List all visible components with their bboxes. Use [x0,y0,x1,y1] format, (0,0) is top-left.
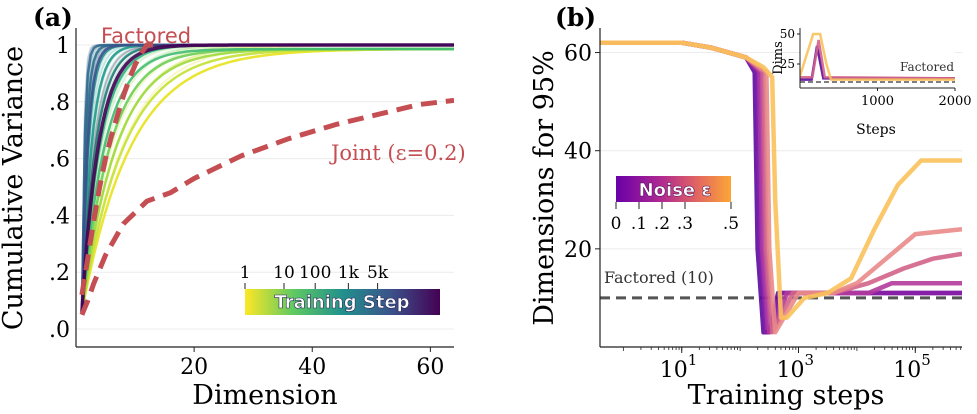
inset-ylabel: Dims [771,41,786,75]
joint-annotation: Joint (ε=0.2) [329,141,466,165]
panel-b-ytick-label: 60 [564,42,592,67]
noise-colorbar-tick-label: .1 [631,214,647,234]
panel-b-xtick-label: 10 [660,358,688,383]
training-step-colorbar-ticks: 1 10 100 1k 5k [240,263,389,289]
inset-series [800,32,955,81]
panel-a-ytick-label: 1 [56,34,70,59]
panel-b-series [600,40,962,335]
panel-a-label: (a) [33,3,73,32]
factored-reference-label: Factored (10) [604,268,714,287]
panel-a-training-curves [80,43,454,313]
panel-b-xtick-exponent: 5 [921,351,931,369]
panel-a-ytick-label: .4 [49,204,70,229]
training-step-colorbar-tick-label: 10 [273,263,295,283]
panel-b-xlabel: Training steps [688,380,885,411]
inset-ticks: 25 50 1000 2000 [780,27,972,109]
panel-a-ylabel: Cumulative Variance [0,46,29,330]
panel-a-series-line [79,97,454,316]
training-step-colorbar: Training Step 1 10 100 1k 5k [240,263,440,315]
panel-a-xtick-label: 40 [298,355,326,380]
inset-series-line [800,32,955,81]
panel-a-xlabel: Dimension [192,380,337,411]
panel-a-ytick-label: .2 [49,261,70,286]
noise-colorbar-bar [616,176,731,202]
inset-chart: Factored 25 50 1000 2000 Steps Dims [771,27,972,138]
inset-xtick-label: 1000 [861,94,894,109]
inset-ytick-label: 25 [780,57,795,71]
panel-a-ytick-label: .0 [49,318,70,343]
noise-colorbar-tick-label: .3 [677,214,693,234]
panel-b-xtick-exponent: 3 [805,351,815,369]
training-step-colorbar-tick-label: 1 [240,263,251,283]
panel-b-xtick-exponent: 1 [688,351,698,369]
inset-series-line [800,39,955,80]
inset-reference-label: Factored [900,60,954,74]
noise-colorbar: Noise ε 0 .1 .2 .3 .5 [611,176,739,234]
inset-ytick-label: 50 [780,27,795,41]
training-step-colorbar-tick-label: 5k [367,263,389,283]
noise-colorbar-title: Noise ε [639,180,712,201]
noise-colorbar-tick-label: .5 [723,214,739,234]
panel-b-ylabel: Dimensions for 95% [529,50,560,326]
panel-b-series-line [600,40,962,320]
noise-colorbar-tick-label: .2 [654,214,670,234]
panel-a-ticks: .0 .2 .4 .6 .8 1 20 40 60 [49,34,444,380]
panel-b-xtick-label: 10 [777,358,805,383]
panel-b-ytick-label: 40 [564,140,592,165]
panel-b-ytick-label: 20 [564,238,592,263]
training-curve [80,47,454,313]
panel-a-xtick-label: 60 [416,355,444,380]
panel-a-grid [76,44,454,330]
noise-colorbar-tick-label: 0 [611,214,622,234]
panel-a-ytick-label: .8 [49,91,70,116]
training-step-colorbar-tick-label: 1k [338,263,360,283]
panel-b-xtick-label: 10 [893,358,921,383]
panel-a-xtick-label: 20 [180,355,208,380]
training-step-colorbar-title: Training Step [274,292,409,313]
training-step-colorbar-tick-label: 100 [299,263,331,283]
training-step-colorbar-bar [245,289,440,315]
panel-a-series [79,42,454,316]
panel-a: (a) .0 .2 .4 .6 .8 1 20 40 60 Dimension Cumulati… [0,3,466,411]
inset-xlabel: Steps [856,122,896,138]
inset-xtick-label: 2000 [938,94,971,109]
factored-annotation: Factored [101,24,191,48]
panel-b-label: (b) [555,3,596,32]
panel-a-series-line [79,42,159,296]
panel-a-ytick-label: .6 [49,148,70,173]
noise-colorbar-ticks: 0 .1 .2 .3 .5 [611,202,739,234]
